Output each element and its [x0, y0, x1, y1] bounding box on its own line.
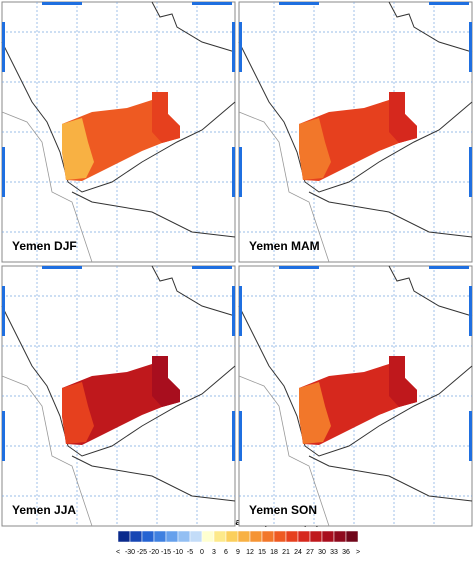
colorbar-box	[165, 530, 179, 543]
axis-marker	[2, 411, 5, 461]
axis-marker	[192, 2, 232, 5]
coastline	[151, 265, 236, 317]
colorbar-label: 3	[212, 549, 216, 556]
temperature-field	[152, 356, 180, 407]
colorbar-label: -30	[125, 549, 135, 556]
panel-label: Yemen SON	[249, 503, 317, 517]
temperature-field	[389, 356, 417, 407]
axis-marker	[239, 286, 242, 336]
colorbar-box	[285, 530, 299, 543]
colorbar-box	[345, 530, 359, 543]
colorbar-box	[273, 530, 287, 543]
colorbar-label: 9	[236, 549, 240, 556]
colorbar-label: 15	[258, 549, 266, 556]
temperature-field	[299, 118, 331, 180]
temperature-field	[152, 92, 180, 143]
colorbar-box	[249, 530, 263, 543]
axis-marker	[469, 286, 472, 336]
colorbar-label: -20	[149, 549, 159, 556]
coastline	[1, 305, 236, 457]
colorbar-label: 33	[330, 549, 338, 556]
colorbar-box	[153, 530, 167, 543]
axis-marker	[279, 266, 319, 269]
colorbar-box	[189, 530, 203, 543]
temperature-field	[389, 92, 417, 143]
colorbar-label: <	[116, 549, 120, 556]
colorbar-box	[261, 530, 275, 543]
panel-label: Yemen MAM	[249, 239, 320, 253]
colorbar-box	[129, 530, 143, 543]
map-panel: Yemen DJF	[1, 1, 236, 263]
axis-marker	[42, 266, 82, 269]
axis-marker	[239, 147, 242, 197]
colorbar-box	[213, 530, 227, 543]
colorbar-box	[297, 530, 311, 543]
border	[238, 375, 330, 527]
temperature-field	[62, 382, 94, 444]
axis-marker	[429, 2, 469, 5]
coastline	[388, 1, 473, 53]
axis-marker	[279, 2, 319, 5]
colorbar-box	[177, 530, 191, 543]
colorbar-label: -10	[173, 549, 183, 556]
colorbar-label: -25	[137, 549, 147, 556]
border	[238, 111, 330, 263]
axis-marker	[232, 147, 235, 197]
coastline	[308, 455, 473, 502]
panel-label: Yemen JJA	[12, 503, 76, 517]
colorbar-label: 24	[294, 549, 302, 556]
colorbar-box	[321, 530, 335, 543]
axis-marker	[469, 411, 472, 461]
coastline	[71, 191, 236, 238]
axis-marker	[192, 266, 232, 269]
colorbar-label: 36	[342, 549, 350, 556]
temperature-field	[299, 382, 331, 444]
colorbar-label: 21	[282, 549, 290, 556]
axis-marker	[429, 266, 469, 269]
axis-marker	[2, 22, 5, 72]
colorbar-box	[225, 530, 239, 543]
colorbar-label: 18	[270, 549, 278, 556]
colorbar-label: 30	[318, 549, 326, 556]
panel-label: Yemen DJF	[12, 239, 77, 253]
axis-marker	[469, 22, 472, 72]
colorbar-box	[333, 530, 347, 543]
colorbar-title: Seasonal mean Mean temperature (°C)	[155, 517, 319, 527]
coastline	[151, 1, 236, 53]
map-panel: Yemen MAM	[238, 1, 473, 263]
axis-marker	[232, 22, 235, 72]
colorbar-box	[309, 530, 323, 543]
map-panel: Yemen SON	[238, 265, 473, 527]
coastline	[238, 305, 473, 457]
border	[1, 375, 93, 527]
coastline	[308, 191, 473, 238]
colorbar-label: -15	[161, 549, 171, 556]
axis-marker	[239, 411, 242, 461]
colorbar-label: -5	[187, 549, 193, 556]
axis-marker	[239, 22, 242, 72]
map-panel: Yemen JJA	[1, 265, 236, 527]
coastline	[388, 265, 473, 317]
colorbar-label: 6	[224, 549, 228, 556]
colorbar-label: >	[356, 549, 360, 556]
colorbar-label: 12	[246, 549, 254, 556]
axis-marker	[2, 147, 5, 197]
temperature-field	[62, 118, 94, 180]
coastline	[238, 41, 473, 193]
axis-marker	[42, 2, 82, 5]
axis-marker	[2, 286, 5, 336]
colorbar-box	[237, 530, 251, 543]
axis-marker	[232, 411, 235, 461]
colorbar-box	[141, 530, 155, 543]
axis-marker	[469, 147, 472, 197]
colorbar-box	[117, 530, 131, 543]
border	[1, 111, 93, 263]
coastline	[1, 41, 236, 193]
colorbar-label: 0	[200, 549, 204, 556]
coastline	[71, 455, 236, 502]
colorbar-label: 27	[306, 549, 314, 556]
axis-marker	[232, 286, 235, 336]
colorbar-box	[201, 530, 215, 543]
